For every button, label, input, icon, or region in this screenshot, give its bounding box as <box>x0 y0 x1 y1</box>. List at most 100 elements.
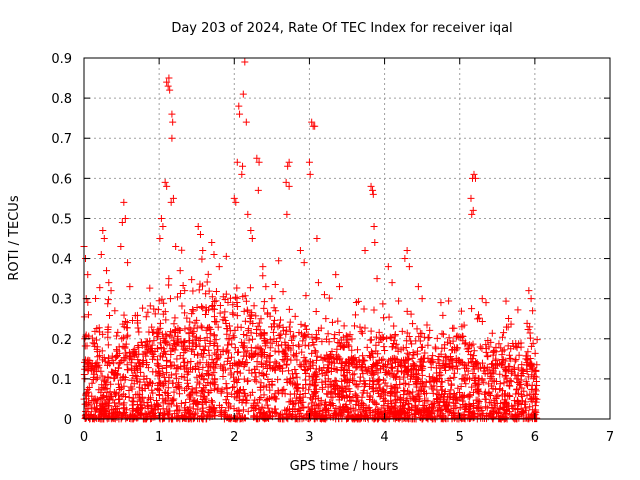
data-point <box>203 334 211 342</box>
data-point <box>224 341 232 349</box>
data-point <box>368 349 376 357</box>
data-point <box>195 336 203 344</box>
data-point <box>132 375 140 383</box>
data-point <box>286 328 294 336</box>
data-point <box>529 393 537 401</box>
data-point <box>342 332 350 340</box>
data-point <box>156 339 164 347</box>
data-point <box>123 333 131 341</box>
data-point <box>450 373 458 381</box>
data-point <box>206 330 214 338</box>
data-point <box>93 336 101 344</box>
data-point <box>289 408 297 416</box>
data-point <box>282 326 290 334</box>
data-point <box>252 401 260 409</box>
data-point <box>473 404 481 412</box>
data-point <box>461 340 469 348</box>
data-point <box>271 405 279 413</box>
data-point <box>239 343 247 351</box>
data-point <box>239 342 247 350</box>
data-point <box>305 386 313 394</box>
x-tick-label: 5 <box>456 430 464 445</box>
data-point <box>501 399 508 407</box>
data-point <box>234 349 242 357</box>
data-point <box>263 357 271 365</box>
data-point <box>331 331 339 339</box>
data-point <box>187 357 195 365</box>
data-point <box>398 327 406 335</box>
data-point <box>507 355 515 363</box>
data-point <box>211 339 219 347</box>
data-point <box>441 414 449 422</box>
data-point <box>179 282 187 290</box>
data-point <box>518 366 526 374</box>
data-point <box>532 398 540 406</box>
data-point <box>183 370 191 378</box>
data-point <box>354 346 362 354</box>
data-point <box>99 226 107 234</box>
data-point <box>194 378 202 386</box>
data-point <box>406 405 414 413</box>
data-point <box>441 388 449 396</box>
data-point <box>285 158 293 166</box>
data-point <box>165 377 173 385</box>
data-point <box>167 371 175 379</box>
data-point <box>309 395 317 403</box>
x-tick-label: 1 <box>155 430 163 445</box>
data-point <box>357 328 365 336</box>
data-point <box>139 414 147 422</box>
axis-tick-labels: 0 1 2 3 4 5 6 7 0 0.1 0.2 0.3 0.4 0.5 0.6 0.7 0.8 0.9 <box>51 52 614 445</box>
data-point <box>466 341 474 349</box>
data-point <box>264 404 272 412</box>
data-point <box>421 383 429 391</box>
data-point <box>190 414 198 422</box>
data-point <box>96 402 104 410</box>
data-point <box>226 360 234 368</box>
data-point <box>422 397 430 405</box>
data-point <box>363 343 371 351</box>
data-point <box>457 383 465 391</box>
y-tick-label: 0.2 <box>51 333 72 348</box>
data-point <box>332 351 340 359</box>
data-point <box>125 348 133 356</box>
data-point <box>258 404 266 412</box>
data-point <box>176 267 184 275</box>
data-point <box>369 190 377 198</box>
data-point <box>435 402 443 410</box>
data-point <box>424 341 432 349</box>
data-point <box>374 369 382 377</box>
data-point <box>482 395 490 403</box>
data-point <box>118 218 126 226</box>
data-point <box>360 305 368 313</box>
data-point <box>469 340 477 348</box>
data-point <box>366 393 374 401</box>
data-point <box>505 315 513 323</box>
data-point <box>390 340 398 348</box>
data-point <box>413 347 421 355</box>
data-point <box>480 378 488 386</box>
data-point <box>531 349 539 357</box>
data-point <box>344 408 352 416</box>
data-point <box>303 325 311 333</box>
data-point <box>460 414 468 422</box>
data-point <box>333 345 341 353</box>
data-point <box>157 352 165 360</box>
data-point <box>369 377 377 385</box>
data-point <box>128 397 136 405</box>
data-point <box>250 302 258 310</box>
data-point <box>195 365 203 373</box>
data-point <box>305 158 313 166</box>
data-point <box>478 317 486 325</box>
data-point <box>89 375 97 383</box>
data-point <box>378 335 386 343</box>
data-point <box>104 326 112 334</box>
data-point <box>197 322 205 330</box>
data-point <box>317 353 325 361</box>
data-point <box>82 407 90 415</box>
data-point <box>478 375 486 383</box>
data-point <box>166 295 174 303</box>
data-point <box>230 333 238 341</box>
data-point <box>396 375 404 383</box>
data-point <box>255 319 263 327</box>
data-point <box>207 386 215 394</box>
